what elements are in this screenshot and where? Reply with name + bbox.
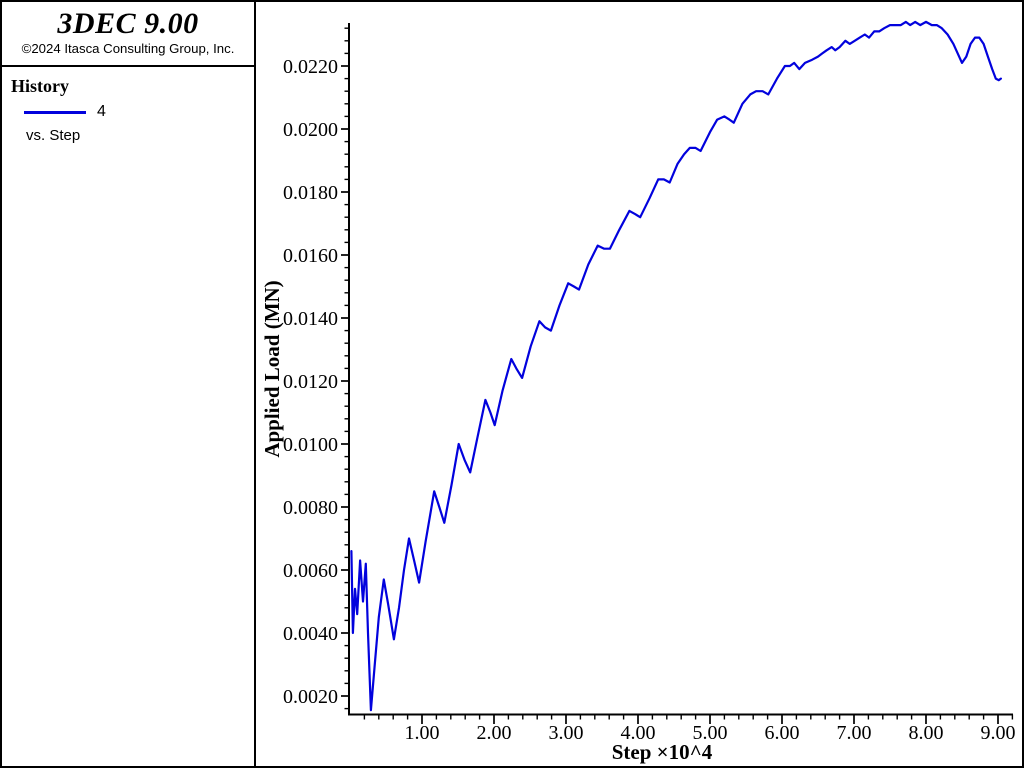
- legend-line-swatch: [24, 110, 86, 114]
- y-tick-label: 0.0020: [283, 686, 338, 708]
- x-tick-label: 5.00: [693, 722, 728, 744]
- history-curve: [350, 20, 1003, 712]
- x-tick-label: 2.00: [477, 722, 512, 744]
- y-tick-label: 0.0220: [283, 56, 338, 78]
- legend-x-axis-note: vs. Step: [26, 127, 81, 144]
- app-title: 3DEC 9.00: [57, 7, 199, 40]
- y-tick-label: 0.0100: [283, 434, 338, 456]
- x-tick-label: 4.00: [621, 722, 656, 744]
- y-tick-label: 0.0040: [283, 623, 338, 645]
- legend-series-label: 4: [97, 103, 106, 120]
- history-chart: 0.0020 0.0040 0.0060 0.0080 0.0100 0.0120 0.01…: [260, 20, 1016, 764]
- legend-entry: 4: [24, 103, 254, 120]
- y-tick-label: 0.0080: [283, 497, 338, 519]
- legend-heading: History: [11, 76, 69, 96]
- sidebar-divider: [2, 65, 254, 67]
- x-axis-title: Step ×10^4: [612, 740, 713, 764]
- y-axis-title: Applied Load (MN): [260, 280, 284, 457]
- x-tick-label: 9.00: [981, 722, 1016, 744]
- x-tick-label: 7.00: [837, 722, 872, 744]
- y-tick-label: 0.0180: [283, 182, 338, 204]
- sidebar: 3DEC 9.00 ©2024 Itasca Consulting Group,…: [2, 2, 256, 766]
- y-tick-label: 0.0120: [283, 371, 338, 393]
- y-tick-label: 0.0200: [283, 119, 338, 141]
- x-tick-label: 3.00: [549, 722, 584, 744]
- y-tick-label: 0.0060: [283, 560, 338, 582]
- y-tick-label: 0.0140: [283, 308, 338, 330]
- x-tick-label: 8.00: [909, 722, 944, 744]
- x-tick-label: 6.00: [765, 722, 800, 744]
- x-tick-label: 1.00: [405, 722, 440, 744]
- y-tick-label: 0.0160: [283, 245, 338, 267]
- copyright-text: ©2024 Itasca Consulting Group, Inc.: [21, 41, 235, 56]
